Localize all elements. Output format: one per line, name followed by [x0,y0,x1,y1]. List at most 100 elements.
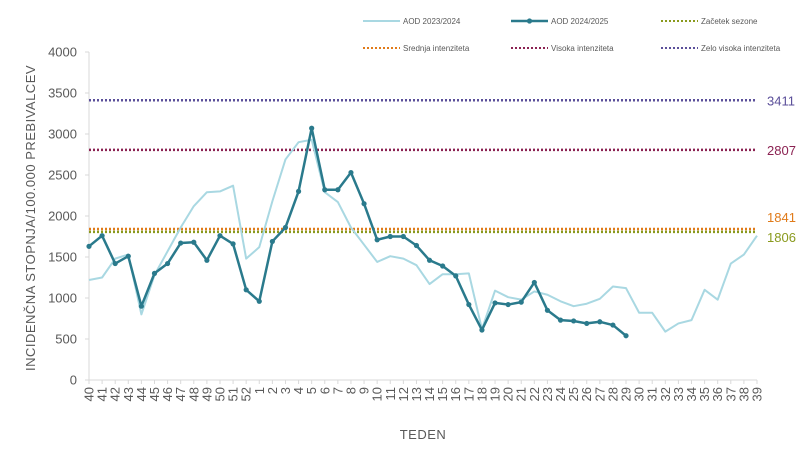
x-tick-label: 24 [553,387,568,401]
y-tick-label: 4000 [48,45,77,60]
data-point [413,242,420,249]
x-tick-label: 36 [710,387,725,401]
data-point [544,307,551,313]
x-tick-label: 23 [540,387,555,401]
data-point [99,233,105,239]
x-tick-label: 42 [108,387,123,401]
data-point [86,243,92,249]
x-tick-label: 52 [239,387,254,401]
data-point [191,239,197,245]
data-point [479,327,485,333]
x-tick-label: 43 [121,387,136,401]
y-axis-title: INCIDENČNA STOPNJA/100.000 PREBIVALCEV [23,65,38,371]
data-point [623,333,629,339]
y-tick-label: 2000 [48,209,77,224]
legend-label: Začetek sezone [701,17,758,26]
x-tick-label: 20 [501,387,516,401]
x-tick-label: 5 [304,387,319,394]
series-line [88,138,758,333]
x-tick-label: 29 [619,387,634,401]
y-tick-label: 3500 [48,86,77,101]
x-tick-label: 10 [370,387,385,401]
data-point [125,253,131,259]
y-axis: 0 500 1000 1500 2000 2500 3000 3500 4000 [48,45,90,388]
x-tick-label: 21 [514,387,529,401]
x-tick-label: 48 [186,387,201,401]
data-point [269,238,275,245]
legend-label: AOD 2023/2024 [403,17,461,26]
data-point [348,169,354,176]
data-point [518,299,524,305]
x-tick-label: 3 [278,387,293,394]
x-tick-label: 13 [409,387,424,401]
x-tick-label: 45 [147,387,162,401]
x-tick-label: 32 [658,387,673,401]
x-tick-label: 38 [736,387,751,401]
y-tick-label: 1000 [48,291,77,306]
data-point [387,233,393,240]
x-tick-label: 19 [488,387,503,401]
data-point [492,300,498,306]
data-point [531,279,537,286]
x-tick-label: 15 [435,387,450,401]
x-tick-label: 30 [632,387,647,401]
y-tick-label: 0 [70,373,77,388]
x-tick-label: 51 [226,387,241,401]
data-point [256,298,262,304]
series-lines [86,125,758,339]
reference-lines [89,99,757,234]
data-point [361,201,367,207]
x-tick-label: 14 [422,387,437,401]
legend-label: Srednja intenziteta [403,44,470,53]
data-point [335,187,341,193]
data-point [322,187,328,193]
x-tick-label: 41 [95,387,110,401]
data-point [230,241,236,247]
x-tick-label: 8 [343,387,358,394]
x-tick-label: 9 [357,387,372,394]
x-tick-label: 26 [579,387,594,401]
x-tick-label: 44 [134,387,149,401]
x-tick-label: 40 [82,387,97,401]
legend-label: Zelo visoka intenziteta [701,44,781,53]
data-point [282,224,289,231]
series-line [88,127,627,337]
data-point [217,233,223,239]
data-point [440,263,446,269]
x-tick-label: 12 [396,387,411,401]
x-tick-label: 16 [448,387,463,401]
x-tick-label: 18 [474,387,489,401]
data-point [426,257,433,263]
data-point [295,188,302,194]
data-point [112,260,118,267]
data-point [453,273,459,279]
x-tick-label: 33 [671,387,686,401]
x-tick-label: 2 [265,387,280,394]
x-tick-label: 17 [461,387,476,401]
data-point [584,320,590,327]
y-tick-label: 500 [55,332,77,347]
legend-label: Visoka intenziteta [551,44,614,53]
x-tick-label: 7 [330,387,345,394]
legend-marker [526,18,533,24]
x-tick-label: 34 [684,387,699,401]
x-tick-label: 39 [750,387,765,401]
x-tick-label: 22 [527,387,542,401]
x-tick-label: 28 [605,387,620,401]
data-point [571,318,577,324]
x-tick-label: 1 [252,387,267,394]
data-point [374,237,380,243]
data-point [138,303,144,309]
data-point [557,317,564,323]
reference-label: 1841 [767,210,796,225]
data-point [178,240,184,246]
x-tick-label: 31 [645,387,660,401]
reference-labels: 1806 1841 2807 3411 [767,93,796,245]
data-point [610,322,616,328]
x-tick-label: 49 [199,387,214,401]
x-tick-label: 46 [160,387,175,401]
x-tick-label: 4 [291,387,306,394]
x-tick-label: 50 [212,387,227,401]
reference-label: 1806 [767,230,796,245]
data-point [164,260,171,267]
